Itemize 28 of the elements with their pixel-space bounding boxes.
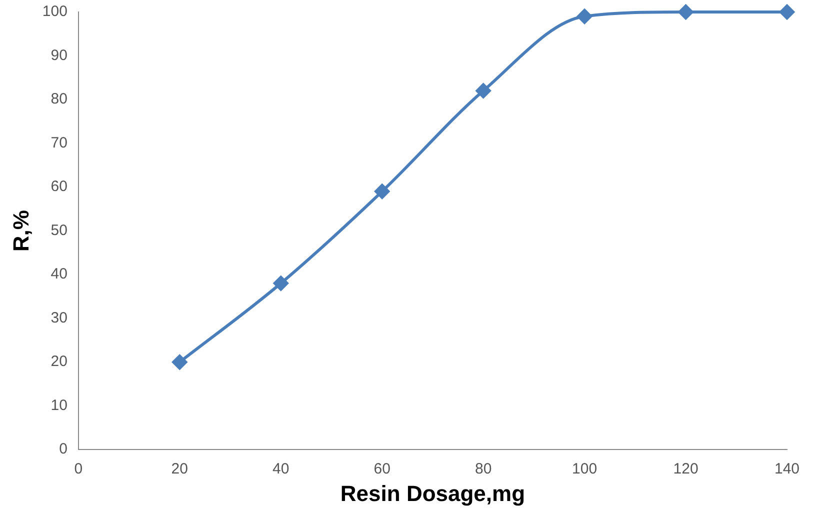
x-tick-label: 80 [474, 460, 492, 478]
y-tick-label: 10 [50, 396, 68, 414]
x-tick-label: 60 [374, 460, 390, 478]
x-tick-label: 20 [171, 460, 188, 478]
x-axis-title: Resin Dosage,mg [340, 480, 526, 506]
point [374, 184, 390, 199]
y-tick-label: 70 [50, 134, 68, 152]
point [172, 354, 188, 370]
point [273, 276, 288, 291]
x-tick-label: 120 [673, 460, 698, 478]
x-tick-label: 0 [74, 460, 83, 478]
point [780, 4, 794, 20]
y-tick-label: 20 [50, 353, 68, 370]
y-tick-label: 100 [42, 3, 68, 20]
x-tick-label: 140 [774, 460, 800, 478]
point [577, 8, 592, 24]
x-tick-label: 40 [272, 460, 290, 478]
y-axis-title: R,% [8, 210, 34, 252]
x-tick-label: 100 [572, 460, 598, 478]
point [678, 4, 694, 20]
y-tick-label: 50 [50, 222, 68, 239]
y-tick-label: 90 [50, 46, 68, 64]
y-tick-label: 80 [50, 90, 68, 108]
point [476, 83, 491, 98]
y-tick-label: 40 [50, 266, 68, 283]
y-tick-label: 30 [50, 309, 68, 326]
y-tick-label: 0 [59, 440, 68, 458]
y-tick-label: 60 [50, 178, 68, 196]
